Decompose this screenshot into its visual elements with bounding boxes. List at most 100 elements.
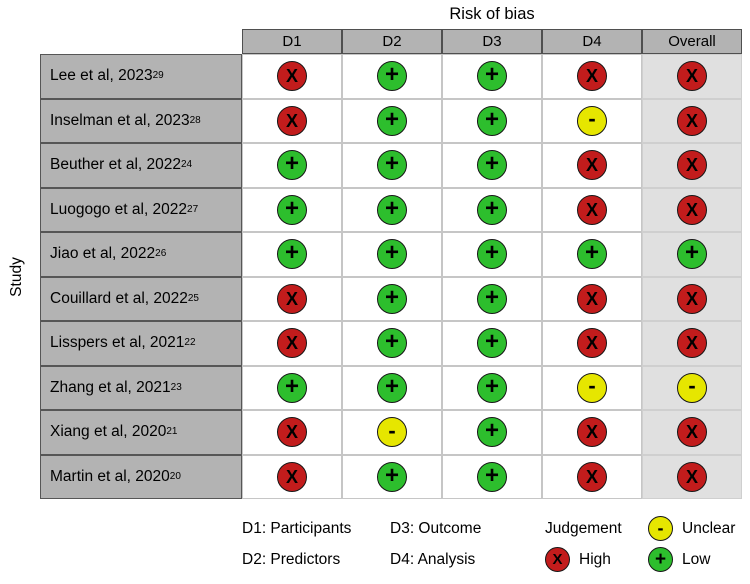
study-axis-label: Study [8, 257, 26, 297]
low-judgement-icon: + [277, 239, 307, 270]
judgement-cell: + [442, 54, 542, 99]
judgement-cell: X [642, 143, 742, 188]
unclear-judgement-icon: - [377, 417, 407, 448]
legend-domain-d1: D1: Participants [242, 519, 352, 537]
judgement-cell: X [642, 276, 742, 321]
low-judgement-icon: + [477, 150, 507, 181]
judgement-cell: + [242, 365, 342, 410]
high-judgement-icon: X [277, 105, 307, 136]
high-judgement-icon: X [577, 150, 607, 181]
judgement-cell: + [242, 143, 342, 188]
low-judgement-icon: + [377, 239, 407, 270]
judgement-cell: - [342, 410, 442, 455]
judgement-cell: + [342, 143, 442, 188]
low-judgement-icon: + [277, 194, 307, 225]
study-label: Couillard et al, 2022 25 [40, 276, 242, 321]
low-judgement-icon: + [477, 417, 507, 448]
judgement-cell: - [542, 365, 642, 410]
column-header-d3: D3 [442, 29, 542, 54]
high-judgement-icon: X [677, 150, 707, 181]
study-label: Zhang et al, 2021 23 [40, 365, 242, 410]
low-judgement-icon: + [477, 239, 507, 270]
study-label: Martin et al, 2020 20 [40, 454, 242, 499]
judgement-cell: + [442, 454, 542, 499]
low-judgement-icon: + [377, 328, 407, 359]
judgement-cell: + [342, 454, 442, 499]
judgement-cell: X [242, 321, 342, 366]
study-label: Beuther et al, 2022 24 [40, 143, 242, 188]
study-label: Jiao et al, 2022 26 [40, 232, 242, 277]
high-judgement-icon: X [677, 105, 707, 136]
study-label: Lee et al, 2023 29 [40, 54, 242, 99]
judgement-cell: + [342, 321, 442, 366]
column-header-d2: D2 [342, 29, 442, 54]
high-judgement-icon: X [577, 283, 607, 314]
low-judgement-icon: + [277, 150, 307, 181]
unclear-judgement-icon: - [648, 516, 673, 541]
judgement-cell: X [242, 454, 342, 499]
judgement-cell: X [642, 98, 742, 143]
low-judgement-icon: + [377, 283, 407, 314]
judgement-cell: X [642, 54, 742, 99]
high-judgement-icon: X [677, 328, 707, 359]
judgement-cell: + [442, 98, 542, 143]
high-judgement-icon: X [277, 328, 307, 359]
unclear-judgement-icon: - [677, 372, 707, 403]
high-judgement-icon: X [277, 417, 307, 448]
low-judgement-icon: + [477, 194, 507, 225]
judgement-cell: X [242, 410, 342, 455]
study-label: Lisspers et al, 2021 22 [40, 321, 242, 366]
low-judgement-icon: + [377, 194, 407, 225]
high-judgement-icon: X [577, 61, 607, 92]
high-judgement-icon: X [277, 283, 307, 314]
judgement-cell: + [242, 187, 342, 232]
judgement-cell: + [342, 232, 442, 277]
column-header-d1: D1 [242, 29, 342, 54]
judgement-cell: + [442, 143, 542, 188]
judgement-cell: X [642, 454, 742, 499]
judgement-cell: X [242, 54, 342, 99]
judgement-cell: + [342, 276, 442, 321]
low-judgement-icon: + [577, 239, 607, 270]
judgement-cell: - [542, 98, 642, 143]
low-judgement-icon: + [377, 150, 407, 181]
judgement-cell: + [442, 365, 542, 410]
judgement-cell: X [542, 454, 642, 499]
rob-table: D1 D2 D3 D4 Overall Lee et al, 2023 29 X + + X X Ins… [40, 29, 742, 499]
judgement-cell: X [542, 187, 642, 232]
judgement-cell: + [542, 232, 642, 277]
study-label: Inselman et al, 2023 28 [40, 98, 242, 143]
unclear-judgement-icon: - [577, 372, 607, 403]
judgement-cell: + [342, 187, 442, 232]
judgement-cell: + [342, 98, 442, 143]
low-judgement-icon: + [477, 61, 507, 92]
judgement-cell: + [242, 232, 342, 277]
legend-key-low-label: Low [682, 550, 711, 568]
high-judgement-icon: X [277, 461, 307, 492]
judgement-cell: X [642, 321, 742, 366]
judgement-cell: X [542, 54, 642, 99]
column-header-overall: Overall [642, 29, 742, 54]
low-judgement-icon: + [377, 105, 407, 136]
low-judgement-icon: + [377, 61, 407, 92]
legend-key-high-label: High [579, 550, 611, 568]
legend-key-unclear-label: Unclear [682, 519, 736, 537]
legend: D1: Participants D3: Outcome Judgement -… [242, 513, 748, 575]
low-judgement-icon: + [477, 283, 507, 314]
judgement-cell: X [242, 98, 342, 143]
high-judgement-icon: X [677, 194, 707, 225]
low-judgement-icon: + [648, 547, 673, 572]
judgement-cell: X [242, 276, 342, 321]
low-judgement-icon: + [677, 239, 707, 270]
judgement-cell: + [342, 365, 442, 410]
legend-key-low: + Low [648, 547, 748, 572]
low-judgement-icon: + [377, 372, 407, 403]
judgement-cell: + [442, 276, 542, 321]
judgement-cell: + [442, 187, 542, 232]
study-axis: Study [6, 54, 28, 500]
low-judgement-icon: + [377, 461, 407, 492]
judgement-cell: + [442, 321, 542, 366]
study-label: Luogogo et al, 2022 27 [40, 187, 242, 232]
legend-judgement-title: Judgement [545, 519, 622, 537]
